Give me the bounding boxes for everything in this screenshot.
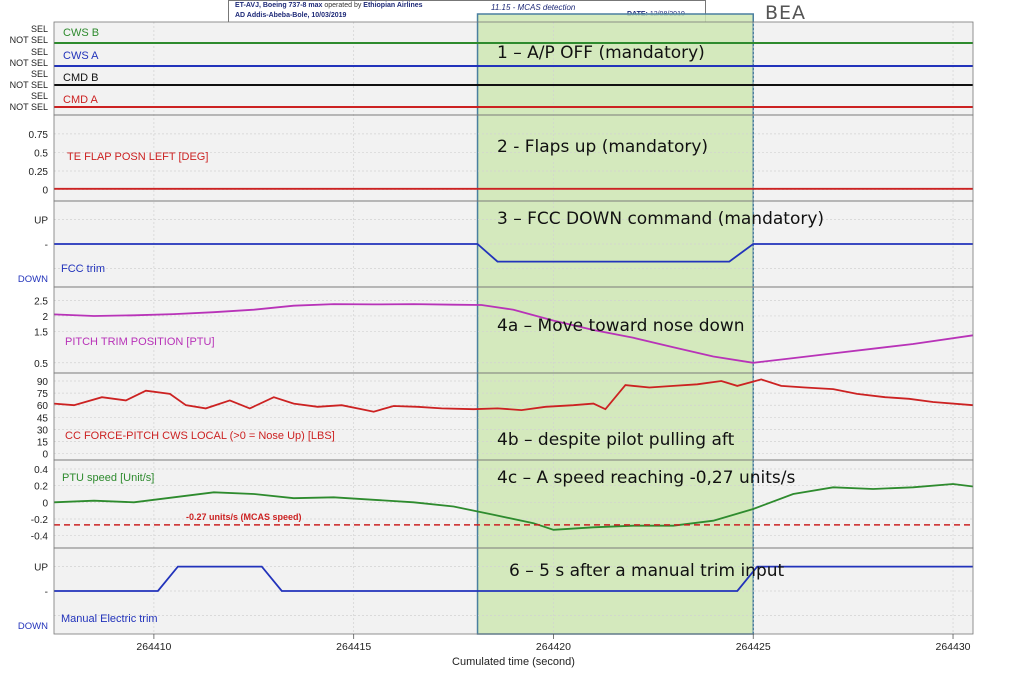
y-tick-label: 45 bbox=[37, 413, 49, 424]
state-label-down: DOWN bbox=[18, 274, 48, 285]
y-tick-label: 0.2 bbox=[34, 482, 48, 493]
state-label-not-sel: NOT SEL bbox=[10, 80, 48, 90]
panel-frame bbox=[53, 547, 974, 635]
state-label-down: DOWN bbox=[18, 621, 48, 632]
state-label-sel: SEL bbox=[31, 47, 48, 57]
y-tick-label: 90 bbox=[37, 377, 49, 388]
figure-id: 11.15 - MCAS detection bbox=[491, 3, 576, 12]
x-axis-label: Cumulated time (second) bbox=[452, 656, 575, 668]
state-label-not-sel: NOT SEL bbox=[10, 58, 48, 68]
x-tick-label: 264430 bbox=[935, 641, 970, 653]
aircraft-line: ET-AVJ, Boeing 737-8 max operated by Eth… bbox=[235, 2, 423, 9]
series-label-force: CC FORCE-PITCH CWS LOCAL (>0 = Nose Up) … bbox=[65, 430, 335, 442]
x-tick-label: 264410 bbox=[136, 641, 171, 653]
y-tick-label: -0.2 bbox=[31, 515, 49, 526]
y-tick-label: 1.5 bbox=[34, 328, 48, 339]
y-tick-label: - bbox=[45, 587, 48, 598]
y-tick-label: 0.75 bbox=[29, 130, 49, 141]
state-label-sel: SEL bbox=[31, 91, 48, 101]
series-label-pitch: PITCH TRIM POSITION [PTU] bbox=[65, 336, 215, 348]
discrete-name: CMD A bbox=[63, 94, 99, 106]
y-tick-label: UP bbox=[34, 563, 48, 574]
state-label-not-sel: NOT SEL bbox=[10, 35, 48, 45]
x-tick-label: 264415 bbox=[336, 641, 371, 653]
threshold-label: -0.27 units/s (MCAS speed) bbox=[186, 512, 302, 522]
discrete-name: CWS A bbox=[63, 50, 99, 62]
y-tick-label: 0.4 bbox=[34, 465, 48, 476]
state-label-sel: SEL bbox=[31, 69, 48, 79]
y-tick-label: 0.5 bbox=[34, 148, 48, 159]
y-tick-label: 0 bbox=[42, 186, 48, 197]
y-tick-label: 15 bbox=[37, 437, 49, 448]
annotation-pilot-pulling: 4b – despite pilot pulling aft bbox=[497, 430, 735, 450]
state-label-not-sel: NOT SEL bbox=[10, 102, 48, 112]
y-tick-label: 0 bbox=[42, 498, 48, 509]
bea-logo: BEA bbox=[765, 2, 807, 24]
y-tick-label: 30 bbox=[37, 425, 49, 436]
discrete-name: CMD B bbox=[63, 72, 98, 84]
series-label-fcc: FCC trim bbox=[61, 263, 105, 275]
y-tick-label: 2 bbox=[42, 312, 48, 323]
series-line-pitch bbox=[53, 303, 974, 364]
state-label-sel: SEL bbox=[31, 24, 48, 34]
y-tick-label: 60 bbox=[37, 401, 49, 412]
airport-line: AD Addis-Abeba-Bole, 10/03/2019 bbox=[235, 12, 347, 19]
x-tick-label: 264425 bbox=[736, 641, 771, 653]
series-line-fcc bbox=[54, 243, 973, 263]
y-tick-label: 2.5 bbox=[34, 296, 48, 307]
y-tick-label: -0.4 bbox=[31, 532, 49, 543]
annotation-flaps-up: 2 - Flaps up (mandatory) bbox=[497, 137, 709, 157]
series-line-force bbox=[53, 378, 974, 413]
y-tick-label: UP bbox=[34, 216, 48, 227]
y-tick-label: 0.5 bbox=[34, 359, 48, 370]
y-tick-label: 75 bbox=[37, 389, 49, 400]
series-line-manual bbox=[54, 565, 973, 592]
mcas-highlight-box bbox=[476, 13, 754, 635]
series-label-flap: TE FLAP POSN LEFT [DEG] bbox=[67, 151, 208, 163]
x-tick-label: 264420 bbox=[536, 641, 571, 653]
annotation-fcc-down: 3 – FCC DOWN command (mandatory) bbox=[497, 209, 825, 229]
series-line-ptu bbox=[53, 483, 974, 531]
series-label-manual: Manual Electric trim bbox=[61, 613, 158, 625]
figure-header: ET-AVJ, Boeing 737-8 max operated by Eth… bbox=[228, 0, 706, 24]
annotation-manual-trim: 6 – 5 s after a manual trim input bbox=[509, 561, 785, 581]
annotation-speed: 4c – A speed reaching -0,27 units/s bbox=[497, 468, 796, 488]
y-tick-label: 0 bbox=[42, 450, 48, 461]
annotation-nose-down: 4a – Move toward nose down bbox=[497, 316, 745, 336]
annotation-ap-off: 1 – A/P OFF (mandatory) bbox=[497, 43, 705, 63]
discrete-name: CWS B bbox=[63, 27, 99, 39]
y-tick-label: 0.25 bbox=[29, 167, 49, 178]
y-tick-label: - bbox=[45, 240, 48, 251]
series-label-ptu: PTU speed [Unit/s] bbox=[62, 472, 154, 484]
